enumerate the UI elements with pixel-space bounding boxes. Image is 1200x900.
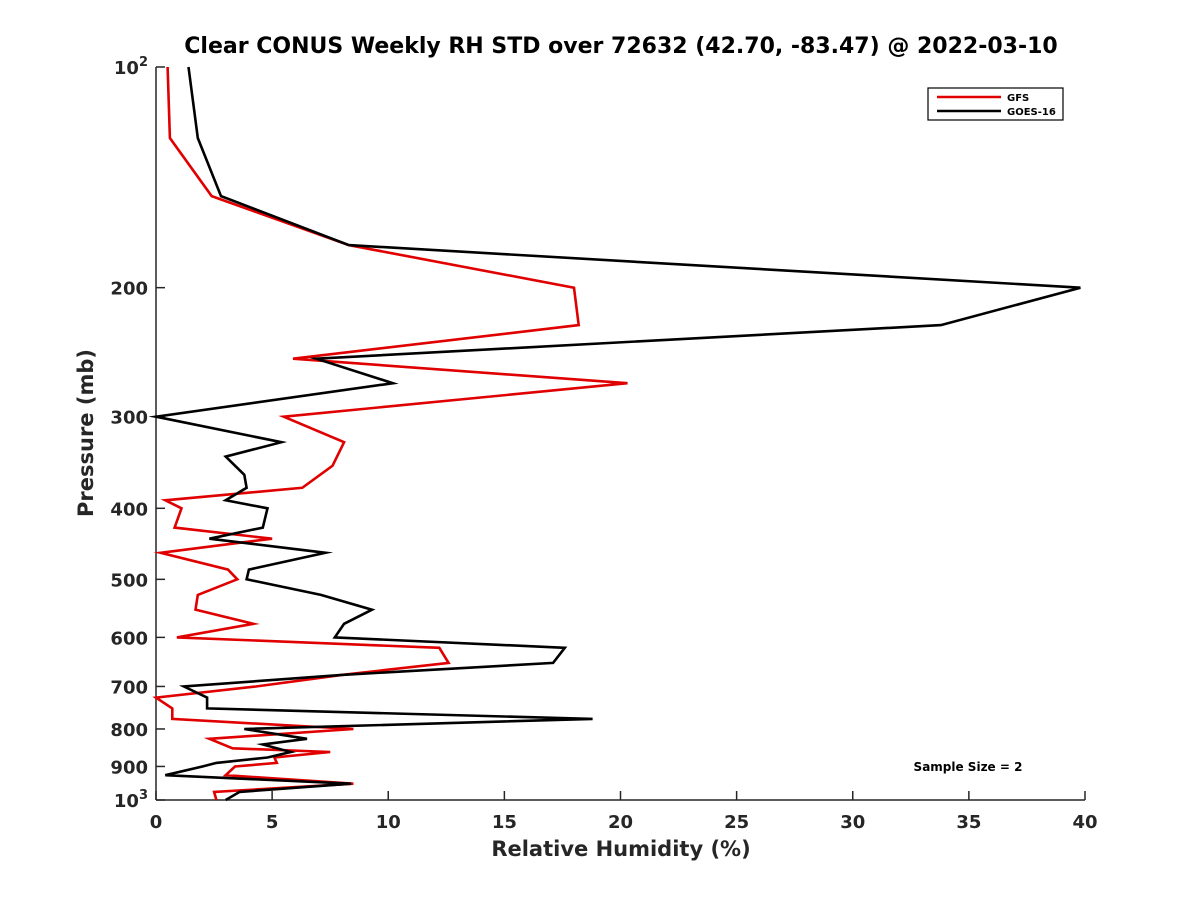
x-tick-label: 5 xyxy=(266,812,279,833)
x-tick-label: 25 xyxy=(724,812,749,833)
series-layer xyxy=(148,66,1081,802)
y-tick-label: 200 xyxy=(110,279,148,300)
series-line-goes16 xyxy=(148,66,1081,802)
sample-size-annotation: Sample Size = 2 xyxy=(914,760,1023,774)
x-tick-label: 15 xyxy=(492,812,517,833)
y-tick-label: 800 xyxy=(110,720,148,741)
chart-title: Clear CONUS Weekly RH STD over 72632 (42… xyxy=(184,34,1057,59)
y-tick-label: 400 xyxy=(110,499,148,520)
legend: GFS GOES-16 xyxy=(927,87,1064,121)
y-tick-label: 500 xyxy=(110,570,148,591)
y-tick-label: 700 xyxy=(110,677,148,698)
y-tick-label: 600 xyxy=(110,628,148,649)
series-line-gfs xyxy=(152,66,628,801)
x-tick-label: 20 xyxy=(608,812,633,833)
x-axis-ticks: 0 5 10 15 20 25 30 35 40 xyxy=(150,791,1098,833)
x-tick-label: 40 xyxy=(1072,812,1097,833)
y-tick-label: 102 xyxy=(114,55,148,79)
legend-label-goes16: GOES-16 xyxy=(1007,107,1056,118)
x-axis-label: Relative Humidity (%) xyxy=(491,837,750,861)
y-tick-label: 103 xyxy=(114,788,148,812)
x-tick-label: 30 xyxy=(840,812,865,833)
legend-box xyxy=(927,87,1064,121)
legend-label-gfs: GFS xyxy=(1007,93,1029,104)
y-tick-label: 900 xyxy=(110,757,148,778)
plot-area xyxy=(156,67,1085,800)
x-tick-label: 35 xyxy=(956,812,981,833)
y-tick-label: 300 xyxy=(110,408,148,429)
x-tick-label: 0 xyxy=(150,812,163,833)
x-tick-label: 10 xyxy=(376,812,401,833)
y-axis-label: Pressure (mb) xyxy=(74,349,98,517)
y-axis-ticks: 102 200 300 400 500 600 700 800 900 103 xyxy=(110,55,165,812)
